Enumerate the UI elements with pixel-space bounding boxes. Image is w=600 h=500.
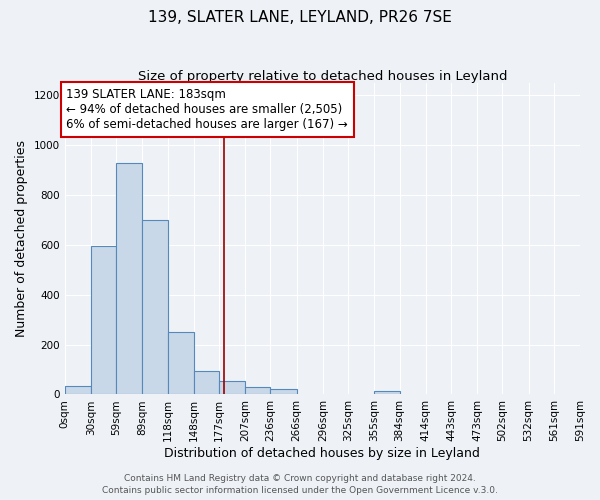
Bar	[91, 246, 116, 394]
Bar	[245, 387, 271, 394]
Bar	[142, 220, 167, 394]
Bar	[116, 162, 142, 394]
Title: Size of property relative to detached houses in Leyland: Size of property relative to detached ho…	[137, 70, 507, 83]
Y-axis label: Number of detached properties: Number of detached properties	[15, 140, 28, 337]
Text: 139 SLATER LANE: 183sqm
← 94% of detached houses are smaller (2,505)
6% of semi-: 139 SLATER LANE: 183sqm ← 94% of detache…	[67, 88, 348, 131]
Text: Contains HM Land Registry data © Crown copyright and database right 2024.
Contai: Contains HM Land Registry data © Crown c…	[102, 474, 498, 495]
Bar	[271, 390, 296, 394]
Bar	[194, 371, 219, 394]
Bar	[167, 332, 194, 394]
Bar	[65, 386, 91, 394]
Text: 139, SLATER LANE, LEYLAND, PR26 7SE: 139, SLATER LANE, LEYLAND, PR26 7SE	[148, 10, 452, 25]
Bar	[374, 390, 400, 394]
X-axis label: Distribution of detached houses by size in Leyland: Distribution of detached houses by size …	[164, 447, 480, 460]
Bar	[219, 381, 245, 394]
